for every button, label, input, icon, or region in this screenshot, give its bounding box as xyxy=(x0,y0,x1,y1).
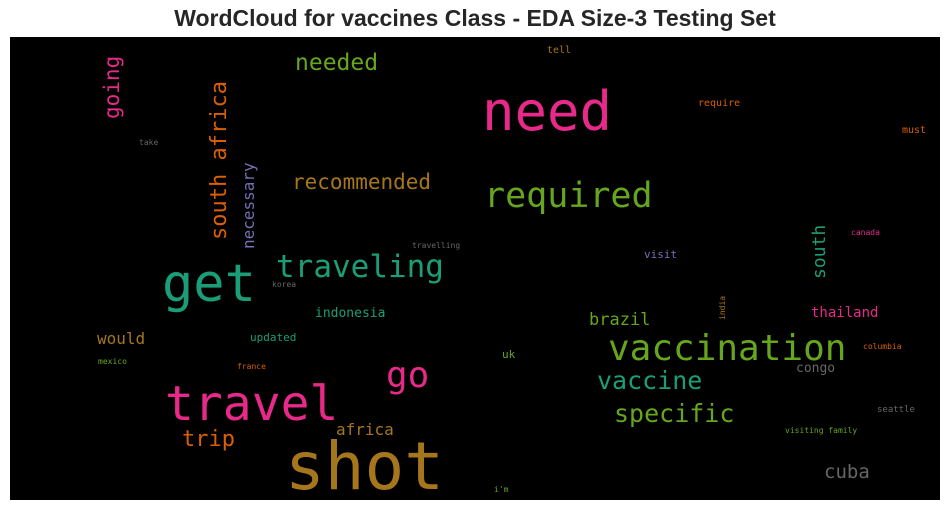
word-uk: uk xyxy=(502,348,516,361)
word-take: take xyxy=(139,138,158,147)
word-recommended: recommended xyxy=(292,170,431,194)
word-brazil: brazil xyxy=(589,310,650,330)
word-mexico: mexico xyxy=(98,357,127,366)
word-seattle: seattle xyxy=(877,405,915,415)
chart-title: WordCloud for vaccines Class - EDA Size-… xyxy=(174,5,776,31)
word-need: need xyxy=(482,80,612,143)
word-columbia: columbia xyxy=(863,342,902,351)
word-required: required xyxy=(484,176,653,216)
word-updated: updated xyxy=(250,331,296,344)
word-canada: canada xyxy=(851,228,880,237)
word-traveling: traveling xyxy=(276,249,444,285)
word-visit: visit xyxy=(644,248,677,261)
word-indonesia: indonesia xyxy=(315,306,385,321)
word-travelling: travelling xyxy=(412,241,460,250)
word-visiting-family: visiting family xyxy=(785,426,857,435)
word-must: must xyxy=(902,125,926,136)
word-thailand: thailand xyxy=(811,305,878,321)
word-africa: africa xyxy=(336,420,394,439)
wordcloud-svg: shot need travel get vaccination required go tr… xyxy=(10,37,940,500)
wordcloud-canvas: shot need travel get vaccination required go tr… xyxy=(10,37,940,500)
word-specific: specific xyxy=(614,399,734,428)
word-congo: congo xyxy=(796,361,835,376)
word-travel: travel xyxy=(165,376,338,432)
word-trip: trip xyxy=(182,427,235,452)
word-vaccination: vaccination xyxy=(608,328,846,369)
word-shot: shot xyxy=(285,428,444,500)
word-cuba: cuba xyxy=(824,461,870,483)
word-south-africa: south africa xyxy=(207,81,232,240)
word-would: would xyxy=(97,329,145,348)
word-necessary: necessary xyxy=(239,162,258,249)
word-vaccine: vaccine xyxy=(597,366,702,395)
word-tell: tell xyxy=(547,45,571,56)
word-go: go xyxy=(386,355,429,396)
word-get: get xyxy=(162,254,256,314)
word-france: france xyxy=(237,362,266,371)
word-going: going xyxy=(100,56,124,119)
word-require: require xyxy=(698,98,740,109)
wordcloud-background xyxy=(10,37,940,500)
word-needed: needed xyxy=(295,50,378,76)
word-india: india xyxy=(718,296,727,320)
word-south: south xyxy=(809,225,830,279)
word-korea: korea xyxy=(272,280,296,289)
word-i-m: i'm xyxy=(494,485,509,494)
